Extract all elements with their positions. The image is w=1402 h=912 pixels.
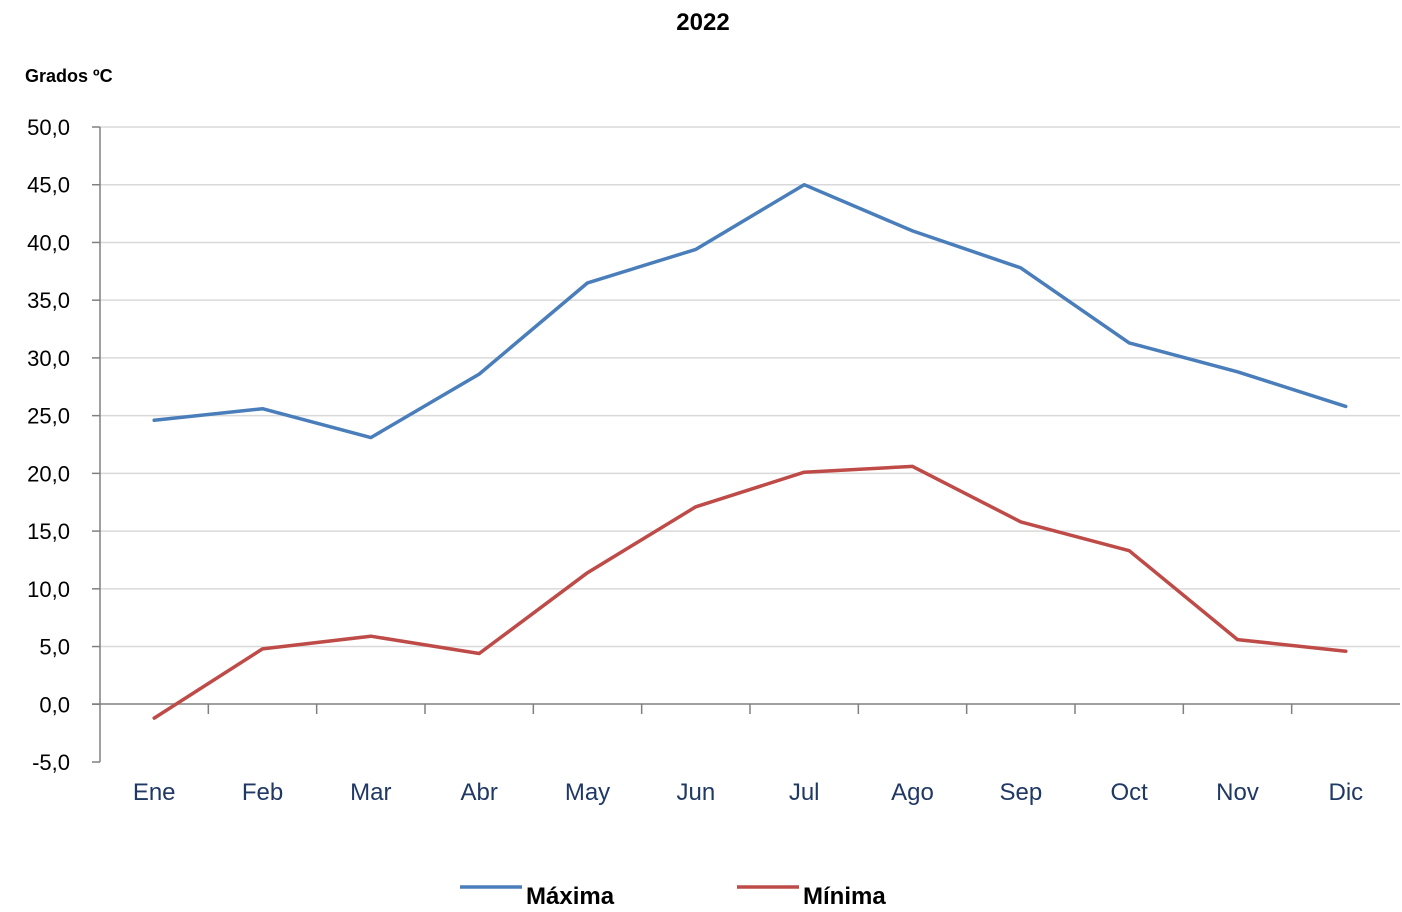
x-tick-label: Abr — [460, 779, 497, 806]
series-line-minima — [152, 464, 1348, 720]
y-tick-label: 30,0 — [27, 346, 70, 371]
y-tick-label: 10,0 — [27, 577, 70, 602]
y-tick-label: -5,0 — [32, 750, 70, 775]
y-tick-label: 0,0 — [39, 692, 70, 717]
x-tick-label: Mar — [350, 779, 391, 806]
x-tick-label: May — [565, 779, 610, 806]
legend: Máxima Mínima — [460, 883, 886, 910]
x-tick-label: Oct — [1110, 779, 1148, 806]
x-tick-labels: Ene Feb Mar Abr May Jun Jul Ago Sep Oct Nov Dic — [133, 779, 1363, 806]
y-tick-label: 50,0 — [27, 115, 70, 140]
y-tick-label: 15,0 — [27, 519, 70, 544]
series-line-maxima — [152, 182, 1348, 440]
y-tick-label: 25,0 — [27, 404, 70, 429]
gridlines — [100, 126, 1400, 648]
x-tick-label: Nov — [1216, 779, 1259, 806]
x-tick-label: Ago — [891, 779, 934, 806]
y-axis-unit-label: Grados ºC — [25, 66, 113, 86]
legend-label-minima: Mínima — [803, 883, 886, 910]
x-tick-label: Dic — [1328, 779, 1363, 806]
y-tick-labels: -5,0 0,0 5,0 10,0 15,0 20,0 25,0 30,0 35,0 40,0 45… — [27, 115, 70, 775]
y-tick-label: 45,0 — [27, 173, 70, 198]
x-tick-label: Jun — [676, 779, 715, 806]
axes — [92, 126, 1400, 763]
y-tick-label: 20,0 — [27, 461, 70, 486]
legend-label-maxima: Máxima — [526, 883, 615, 910]
x-tick-label: Feb — [242, 779, 283, 806]
y-tick-label: 5,0 — [39, 635, 70, 660]
y-tick-label: 40,0 — [27, 230, 70, 255]
x-tick-label: Ene — [133, 779, 176, 806]
x-tick-label: Sep — [999, 779, 1042, 806]
y-tick-label: 35,0 — [27, 288, 70, 313]
chart-title: 2022 — [676, 9, 729, 36]
x-tick-label: Jul — [789, 779, 820, 806]
series-lines — [152, 182, 1348, 720]
